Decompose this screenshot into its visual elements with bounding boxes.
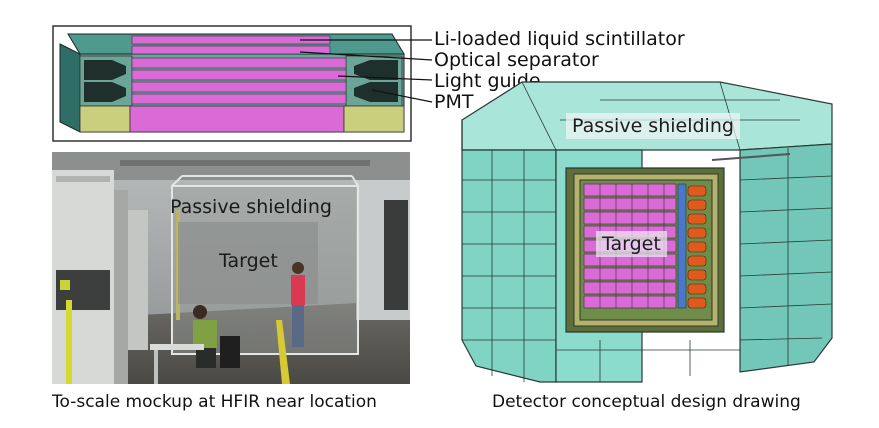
detector-caption: Detector conceptual design drawing <box>492 392 801 412</box>
callout-optical-separator: Optical separator <box>434 49 599 71</box>
photo-label-target: Target <box>219 250 278 272</box>
callout-scintillator: Li-loaded liquid scintillator <box>434 28 685 50</box>
callout-pmt: PMT <box>434 91 474 113</box>
detector-label-target: Target <box>596 231 667 257</box>
photo-caption: To-scale mockup at HFIR near location <box>52 392 377 412</box>
photo-label-passive-shielding: Passive shielding <box>170 196 332 218</box>
callout-light-guide: Light guide <box>434 70 541 92</box>
detector-label-passive-shielding: Passive shielding <box>566 113 740 139</box>
